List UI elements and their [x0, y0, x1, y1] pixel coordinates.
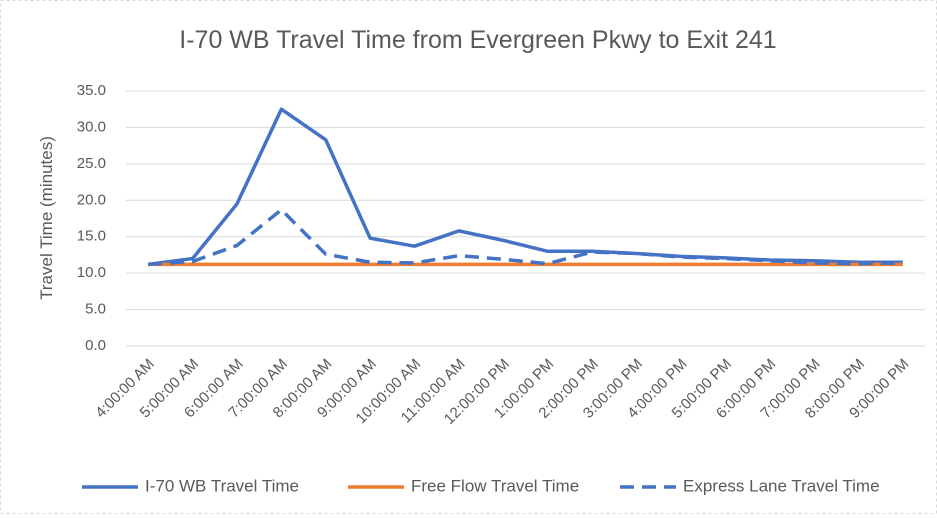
- y-tick-label: 0.0: [85, 337, 106, 354]
- chart-title: I-70 WB Travel Time from Evergreen Pkwy …: [179, 26, 776, 54]
- legend-label: Express Lane Travel Time: [683, 476, 880, 495]
- series-line: [148, 208, 903, 267]
- y-tick-label: 15.0: [77, 228, 106, 245]
- y-tick-label: 20.0: [77, 191, 106, 208]
- y-tick-label: 35.0: [77, 82, 106, 99]
- legend-label: I-70 WB Travel Time: [145, 476, 299, 495]
- legend-label: Free Flow Travel Time: [411, 476, 579, 495]
- y-tick-label: 30.0: [77, 118, 106, 135]
- y-axis-label: Travel Time (minutes): [37, 136, 56, 300]
- y-tick-label: 5.0: [85, 301, 106, 318]
- y-tick-label: 10.0: [77, 264, 106, 281]
- y-tick-label: 25.0: [77, 155, 106, 172]
